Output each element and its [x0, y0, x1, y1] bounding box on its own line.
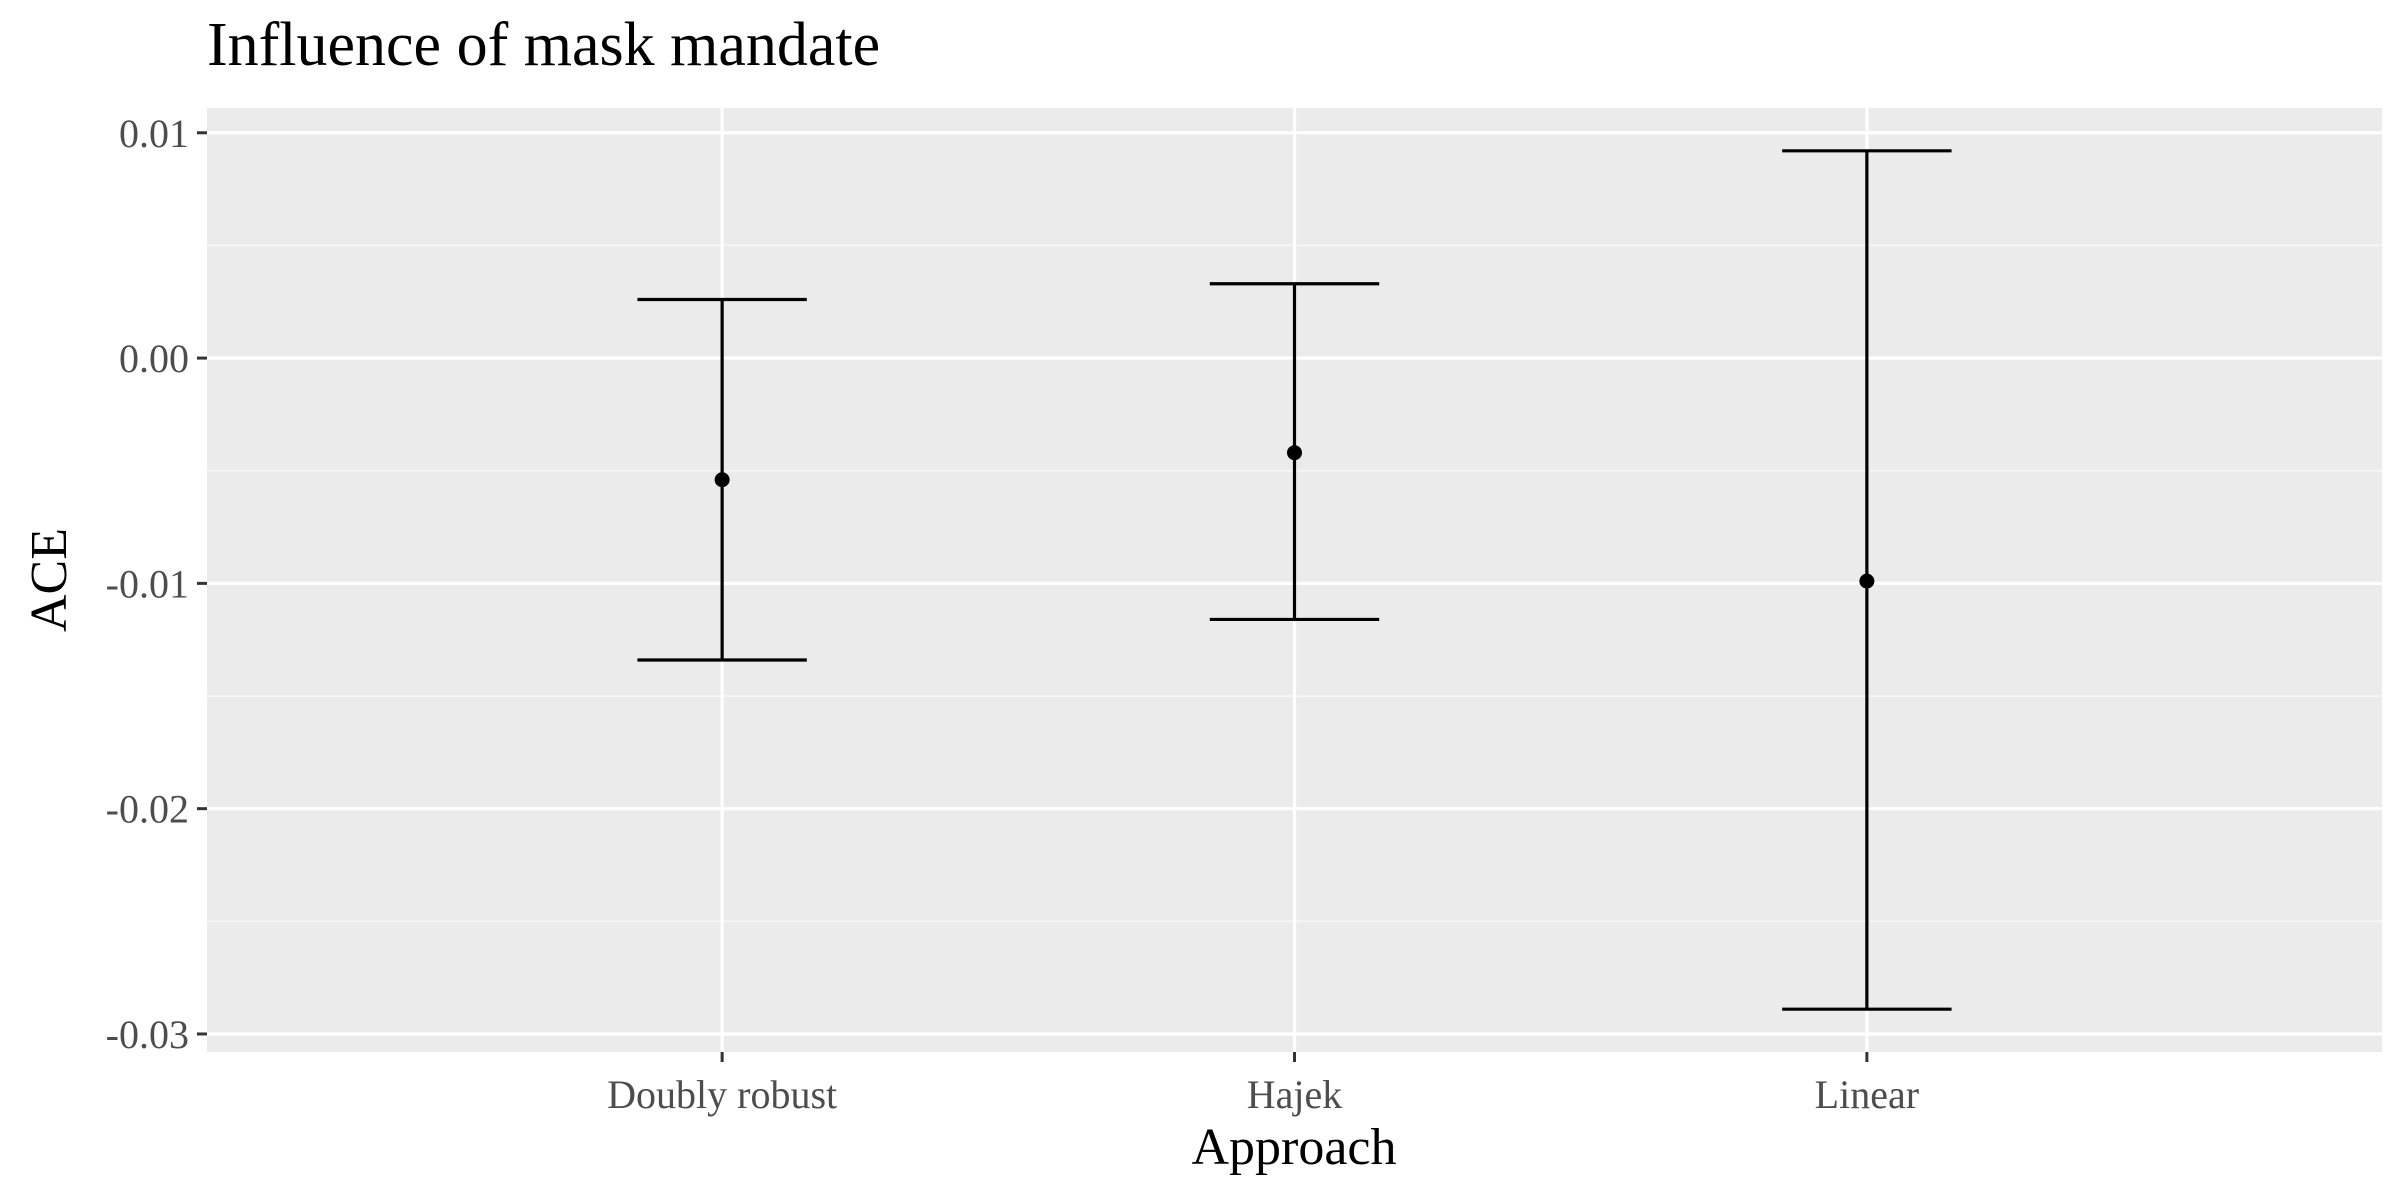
errorbar-group: [637, 297, 807, 662]
x-tick-label: Linear: [1815, 1072, 1919, 1117]
y-tick-label: -0.02: [106, 787, 189, 832]
y-tick-label: -0.03: [106, 1012, 189, 1057]
point-estimate: [714, 472, 730, 488]
x-axis: Doubly robust Hajek Linear: [607, 1052, 1919, 1117]
point-estimate: [1859, 573, 1875, 589]
x-axis-title: Approach: [1191, 1119, 1396, 1176]
chart-title: Influence of mask mandate: [207, 11, 880, 79]
y-tick-label: -0.01: [106, 561, 189, 606]
point-estimate: [1287, 445, 1302, 461]
errorbar-group: [1209, 282, 1380, 622]
error-bars: [637, 149, 1952, 1011]
errorbar-group: [1782, 149, 1952, 1011]
y-axis-title: ACE: [21, 528, 78, 632]
x-tick-label: Doubly robust: [607, 1072, 837, 1117]
y-tick-label: 0.01: [119, 111, 189, 156]
y-tick-label: 0.00: [119, 336, 189, 381]
y-axis: 0.01 0.00 -0.01 -0.02 -0.03: [106, 111, 207, 1057]
x-tick-label: Hajek: [1247, 1072, 1343, 1117]
